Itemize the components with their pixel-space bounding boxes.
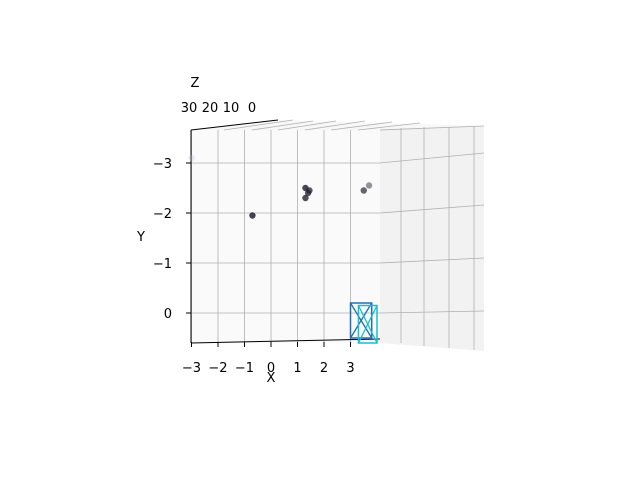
axes-lines xyxy=(186,119,381,347)
data-point xyxy=(365,182,373,189)
x-gridline-top xyxy=(357,122,421,131)
x-axis-line xyxy=(190,338,381,344)
x-tick-label: 2 xyxy=(320,361,328,376)
z-tick-label: 10 xyxy=(223,101,240,116)
x-axis-label: X xyxy=(267,371,276,386)
x-gridline-top xyxy=(330,121,393,131)
y-tick-label: −1 xyxy=(153,257,172,272)
x-gridline-top xyxy=(304,120,366,131)
z-axis-line xyxy=(190,119,279,131)
x-gridline-top xyxy=(223,119,294,131)
x-gridline-top xyxy=(251,120,314,131)
x-gridline-top xyxy=(277,120,337,131)
z-gridline-side xyxy=(379,152,485,164)
side-pane xyxy=(380,126,484,351)
x-tick-label: 3 xyxy=(346,361,354,376)
z-gridline-side xyxy=(379,204,485,214)
z-tick-label: 30 xyxy=(181,101,198,116)
z-axis-label: Z xyxy=(191,76,200,91)
z-tick-label: 20 xyxy=(202,101,219,116)
data-point xyxy=(302,194,309,202)
x-tick-label: 0 xyxy=(267,361,275,376)
data-point xyxy=(360,187,367,194)
y-tick-label: −3 xyxy=(153,157,172,172)
tick-labels: −3 −2 −1 0 1 2 3 −3 −2 −1 0 30 20 10 0 xyxy=(153,101,355,376)
camera-frustum-edge xyxy=(357,305,378,344)
data-point xyxy=(249,212,256,219)
camera-frustum xyxy=(357,304,378,344)
x-tick-label: −2 xyxy=(208,361,227,376)
y-tick-label: 0 xyxy=(164,307,172,322)
data-point xyxy=(188,154,195,162)
y-axis-label: Y xyxy=(136,230,145,245)
x-tick-label: −1 xyxy=(235,361,254,376)
z-gridline-side xyxy=(379,310,485,314)
z-gridline-side xyxy=(379,125,485,131)
axes-panes xyxy=(191,120,484,351)
axes-gridlines xyxy=(191,119,485,350)
z-gridline-side xyxy=(379,257,485,264)
camera-frustum-edge xyxy=(349,302,373,339)
y-tick-label: −2 xyxy=(153,207,172,222)
x-tick-label: 1 xyxy=(293,361,301,376)
camera-frustums xyxy=(349,302,378,344)
data-points xyxy=(188,154,373,219)
z-tick-label: 0 xyxy=(248,101,256,116)
data-point xyxy=(306,187,313,194)
x-tick-label: −3 xyxy=(182,361,201,376)
back-pane xyxy=(191,130,380,343)
